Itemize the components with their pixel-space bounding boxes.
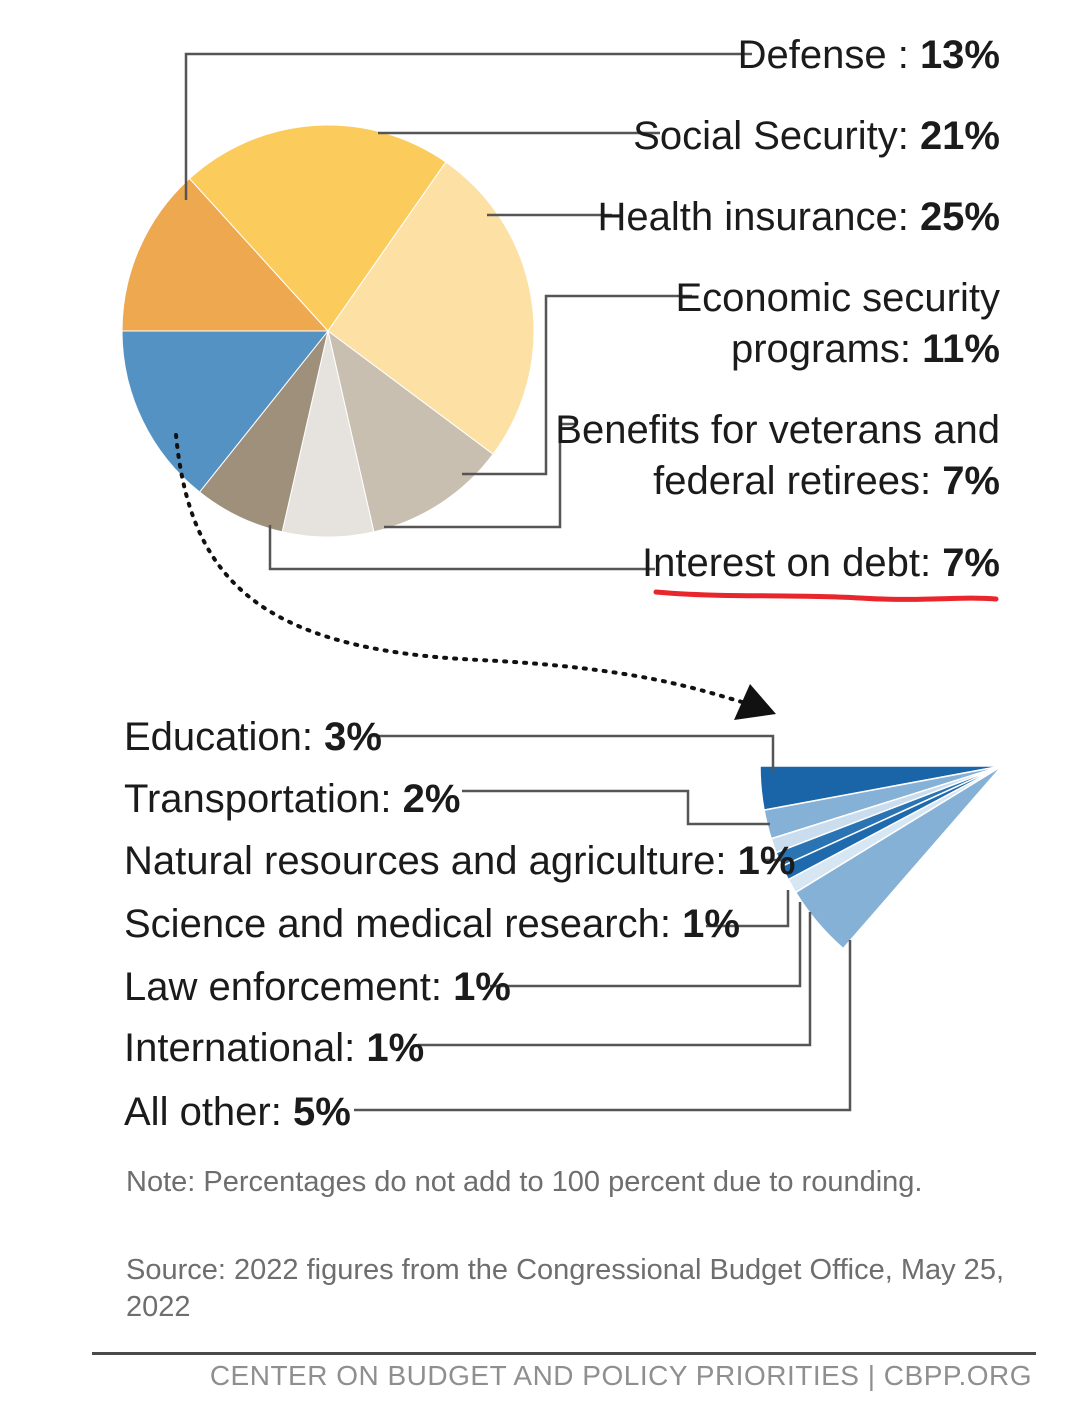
label-international: International: 1% [124,1026,424,1070]
label-natural-resources-and-agriculture: Natural resources and agriculture: 1% [124,839,795,883]
slice-social-security [188,124,447,332]
footer-credit: CENTER ON BUDGET AND POLICY PRIORITIES |… [209,1360,1032,1391]
leader-line [268,525,655,571]
slice-other-detailed-below [121,330,330,493]
label-law-enforcement: Law enforcement: 1% [124,965,511,1009]
leader-line [354,940,852,1112]
chart-note: Note: Percentages do not add to 100 perc… [126,1166,923,1198]
footer-divider [92,1352,1036,1355]
slice-all-other [794,765,1003,950]
leader-line [706,890,790,928]
leader-line [490,902,802,988]
label-economic-security-programs: programs: 11% [731,327,1000,371]
label-all-other: All other: 5% [124,1090,351,1134]
label-health-insurance: Health insurance: 25% [598,195,1000,239]
label-interest-on-debt: Interest on debt: 7% [642,541,1000,585]
slice-defense [121,177,330,332]
leader-line [418,912,812,1047]
label-social-security: Social Security: 21% [633,114,1000,158]
leader-line [184,52,752,200]
label-transportation: Transportation: 2% [124,777,460,821]
label-education: Education: 3% [124,715,382,759]
leader-line [462,294,692,476]
interest-underline [653,589,999,602]
chart-source: Source: 2022 figures from the Congressio… [126,1254,1005,1323]
label-science-and-medical-research: Science and medical research: 1% [124,902,740,946]
label-benefits-for-veterans-and-federal-retirees: federal retirees: 7% [653,459,1000,503]
label-benefits-for-veterans-and-federal-retirees-line1: Benefits for veterans and [555,408,1000,452]
leader-line [462,789,770,826]
connector-arrow [174,433,744,704]
label-defense: Defense : 13% [738,33,1000,77]
label-economic-security-programs-line1: Economic security [675,276,1000,320]
slice-health-insurance [327,161,535,455]
leader-line [372,734,775,772]
connector-arrowhead [734,684,776,720]
slice-economic-security-programs [327,329,494,533]
leader-line [384,422,577,529]
